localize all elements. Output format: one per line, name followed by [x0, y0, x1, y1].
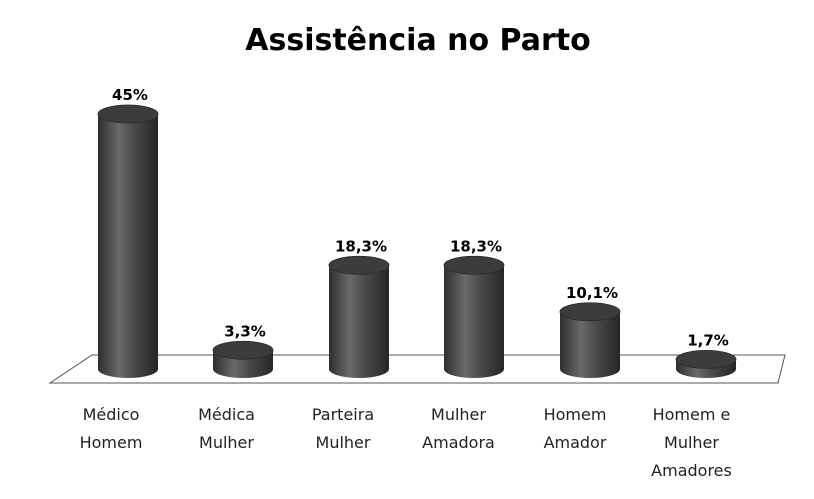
bar-top	[212, 340, 274, 360]
data-labels: 45% 3,3% 18,3% 18,3% 10,1% 1,7%	[112, 86, 729, 349]
data-label-4: 18,3%	[450, 237, 502, 255]
bar-top	[97, 104, 159, 124]
bar-4	[443, 255, 505, 378]
data-label-1: 45%	[112, 86, 148, 104]
chart-floor	[48, 354, 786, 384]
category-label-6: Homem e Mulher Amadores	[651, 405, 732, 480]
bar-top	[328, 255, 390, 275]
category-label-4: Mulher Amadora	[422, 405, 495, 452]
bar-body	[560, 311, 620, 378]
bar-top	[559, 302, 621, 322]
bar-body	[329, 265, 389, 378]
data-label-6: 1,7%	[687, 331, 729, 349]
bar-6	[675, 349, 737, 378]
category-labels: Médico Homem Médica Mulher Parteira Mulher Mul…	[80, 405, 732, 480]
bar-body	[98, 114, 158, 378]
category-label-2: Médica Mulher	[198, 405, 255, 452]
data-label-5: 10,1%	[566, 284, 618, 302]
bars	[97, 104, 737, 378]
chart-title: Assistência no Parto	[245, 23, 590, 58]
bar-3	[328, 255, 390, 378]
bar-top	[443, 255, 505, 275]
bar-2	[212, 340, 274, 378]
bar-top	[675, 349, 737, 369]
bar-body	[444, 265, 504, 378]
data-label-3: 18,3%	[335, 237, 387, 255]
bar-5	[559, 302, 621, 378]
data-label-2: 3,3%	[224, 322, 266, 340]
bar-1	[97, 104, 159, 378]
category-label-1: Médico Homem	[80, 405, 143, 452]
category-label-5: Homem Amador	[544, 405, 607, 452]
category-label-3: Parteira Mulher	[312, 405, 374, 452]
